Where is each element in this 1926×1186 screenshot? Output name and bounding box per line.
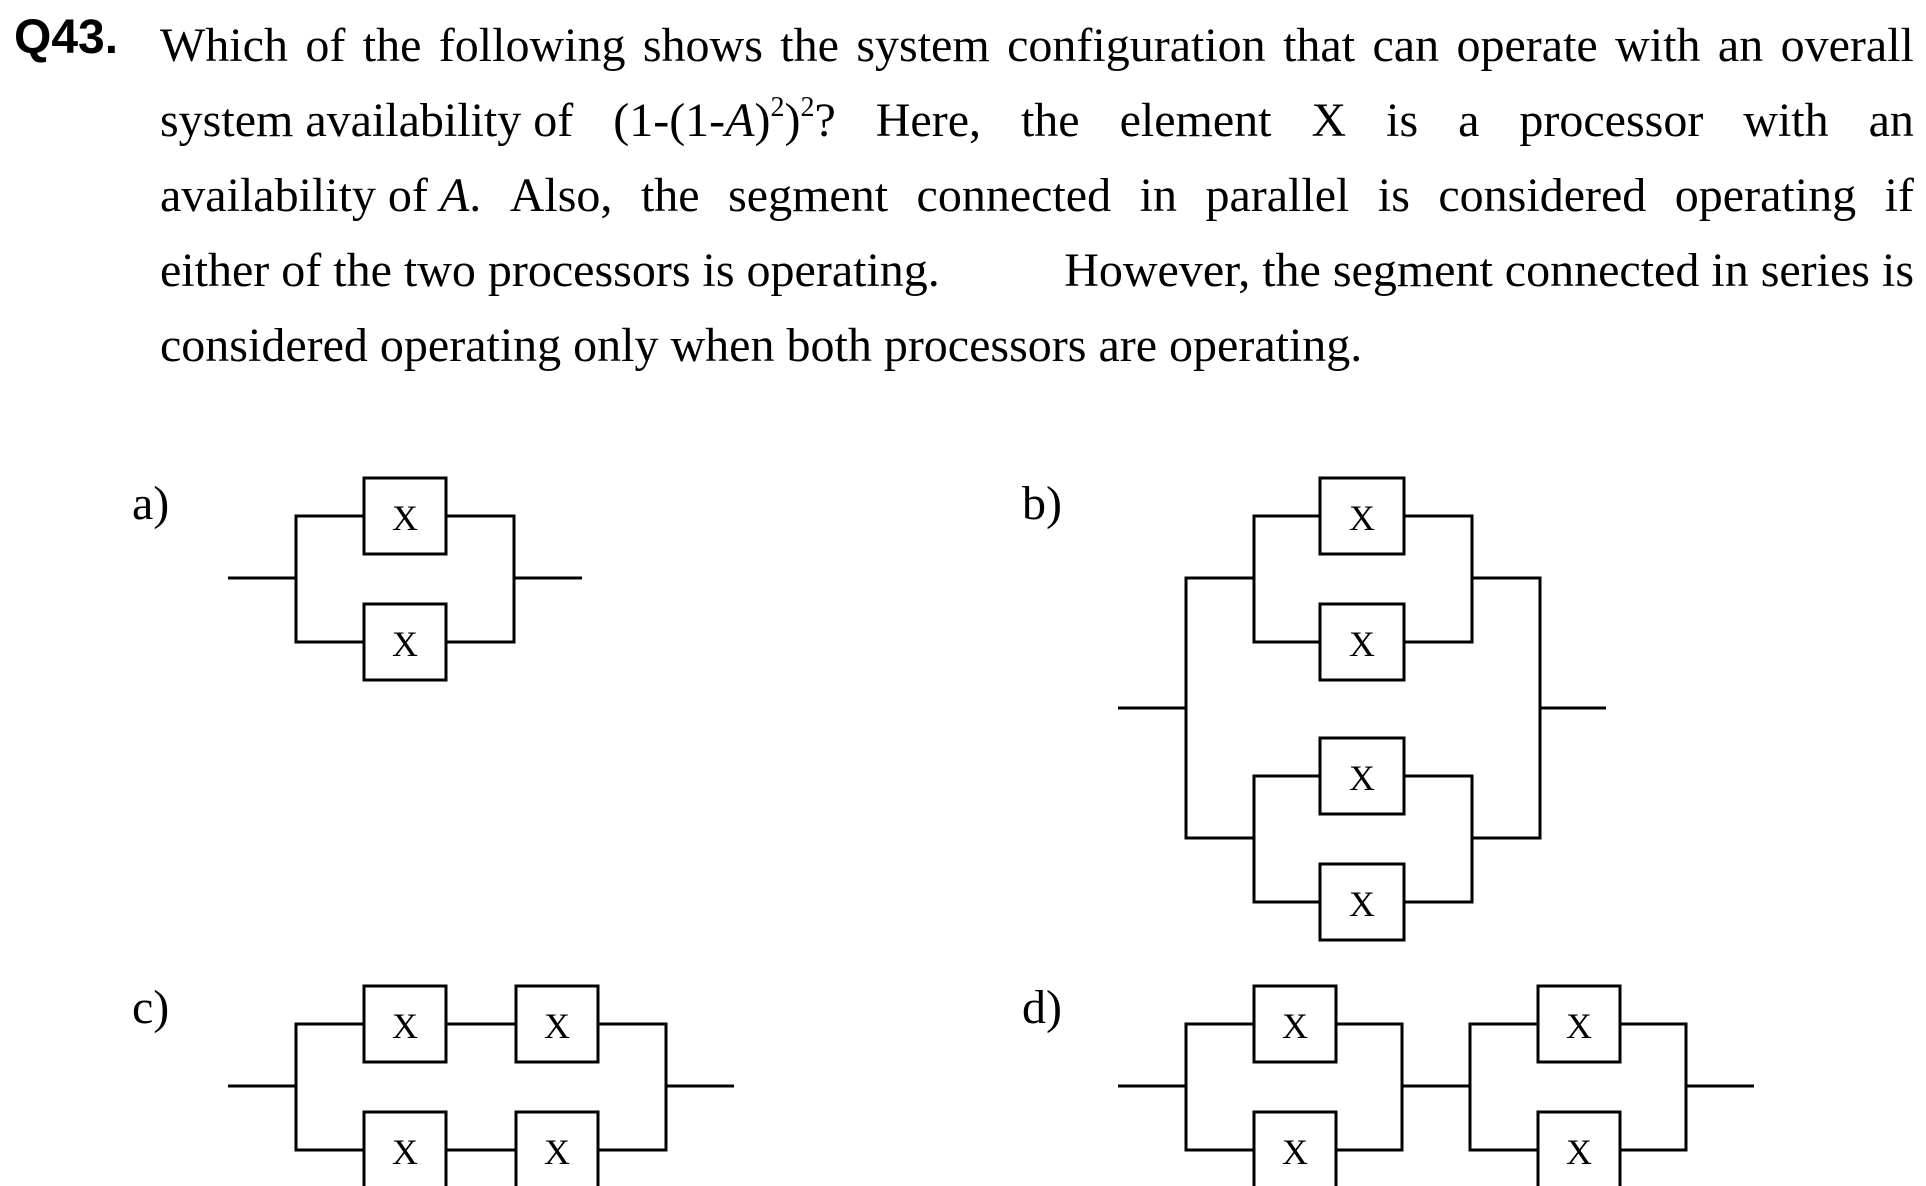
line2-word: X [1311, 94, 1347, 147]
processor-label: X [1349, 498, 1375, 538]
processor-box [362, 476, 448, 556]
line3-word: parallel [1205, 169, 1350, 222]
line2-word: is [1386, 94, 1419, 147]
question-line-1: Which of the following shows the system configu… [160, 8, 1914, 83]
processor-box [362, 1110, 448, 1186]
question-text: Which of the following shows the system configu… [160, 8, 1914, 383]
line1-word: system [856, 19, 990, 72]
processor-label: X [1566, 1132, 1592, 1172]
processor-label: X [544, 1006, 570, 1046]
option-c-label: c) [132, 981, 170, 1034]
line1-word: an [1717, 19, 1764, 72]
processor-box [1536, 1110, 1622, 1186]
diagram-b: X X X X [1118, 476, 1606, 942]
line2-word: Here, [875, 94, 981, 147]
option-d-label: d) [1022, 981, 1062, 1034]
line4-part-1: either of the two processors is operatin… [160, 244, 940, 297]
processor-box [514, 1110, 600, 1186]
processor-box [1536, 984, 1622, 1064]
line4-part-2: However, the segment connected in series… [1064, 244, 1914, 297]
processor-label: X [1349, 758, 1375, 798]
question-number: Q43. [14, 11, 119, 64]
processor-label: X [392, 1132, 418, 1172]
line3-word: is [1377, 169, 1410, 222]
line1-word: the [362, 19, 422, 72]
processor-box [1252, 984, 1338, 1064]
line2-word: element [1119, 94, 1272, 147]
line1-word: of [305, 19, 346, 72]
processor-box [1318, 736, 1406, 816]
line2-word: with [1743, 94, 1829, 147]
processor-label: X [1349, 884, 1375, 924]
line1-word: overall [1780, 19, 1914, 72]
processor-box [1318, 476, 1406, 556]
question-line-3: availability of A. Also, the segment connec… [160, 158, 1914, 233]
line3-word: if [1884, 169, 1914, 222]
line1-word: that [1283, 19, 1356, 72]
processor-box [362, 984, 448, 1064]
processor-box [1318, 862, 1406, 942]
line3-word: in [1139, 169, 1177, 222]
line3-word: segment [728, 169, 889, 222]
diagram-d: X X X X [1118, 984, 1754, 1186]
line1-word: Which [160, 19, 288, 72]
processor-box [1252, 1110, 1338, 1186]
option-b-label: b) [1022, 477, 1062, 530]
processor-label: X [392, 624, 418, 664]
processor-label: X [392, 1006, 418, 1046]
option-a-label: a) [132, 477, 170, 530]
question-line-4: either of the two processors is operatin… [160, 233, 1914, 308]
line2-word: the [1020, 94, 1080, 147]
line1-word: the [780, 19, 839, 72]
processor-label: X [392, 498, 418, 538]
line3-word: the [640, 169, 700, 222]
processor-box [362, 602, 448, 682]
processor-box [514, 984, 600, 1064]
line1-word: with [1615, 19, 1701, 72]
line3-word: connected [916, 169, 1112, 222]
processor-label: X [1282, 1132, 1308, 1172]
diagram-c: X X X X [228, 984, 734, 1186]
line1-word: following [438, 19, 626, 72]
processor-box [1318, 602, 1406, 682]
availability-formula: (1-(1-A)2)2? [613, 92, 836, 148]
line1-word: can [1372, 19, 1440, 72]
line2-word: an [1868, 94, 1914, 147]
question-line-5: considered operating only when both proc… [160, 319, 1363, 372]
line1-word: operate [1456, 19, 1598, 72]
question-line-2: system availability of (1-(1-A)2)2? Here… [160, 83, 1914, 158]
processor-label: X [1282, 1006, 1308, 1046]
line1-word: configuration [1007, 19, 1266, 72]
line3-word: operating [1674, 169, 1857, 222]
line2-start: system availability of [160, 94, 574, 147]
line2-word: processor [1519, 94, 1704, 147]
line3-word: Also, [509, 169, 613, 222]
diagram-a: X X [228, 476, 582, 682]
line3-start: availability of A. [160, 169, 482, 222]
line1-word: shows [642, 19, 763, 72]
processor-label: X [1566, 1006, 1592, 1046]
processor-label: X [1349, 624, 1375, 664]
line3-word: considered [1438, 169, 1647, 222]
line2-word: a [1458, 94, 1480, 147]
processor-label: X [544, 1132, 570, 1172]
